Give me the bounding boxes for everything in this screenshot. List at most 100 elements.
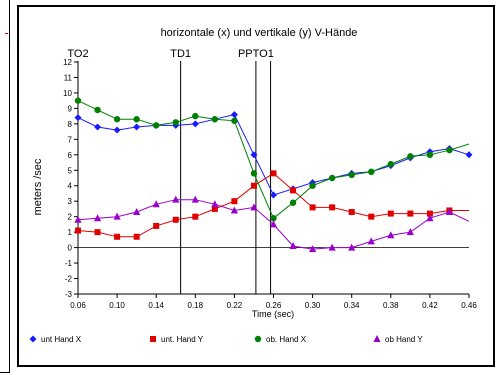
y-tick-label: 8 <box>68 120 73 129</box>
series-3-point <box>172 119 179 126</box>
series-2-point <box>407 210 414 217</box>
series-4-point <box>74 215 82 223</box>
series-3-point <box>113 116 121 123</box>
series-1-point <box>133 123 141 131</box>
y-tick-label: 12 <box>63 58 72 67</box>
y-tick-label: 10 <box>63 89 72 98</box>
series-2-point <box>172 216 179 223</box>
series-4-point <box>387 231 395 239</box>
series-1-point <box>191 120 199 128</box>
series-4-point <box>328 243 336 251</box>
series-2-point <box>387 210 394 217</box>
y-axis-label: meters /sec <box>32 158 44 215</box>
legend-marker-1 <box>29 335 37 343</box>
y-tick-label: 4 <box>68 182 73 191</box>
series-2-point <box>153 222 160 229</box>
series-3-point <box>192 112 199 120</box>
series-3-point <box>231 117 238 124</box>
x-tick-label: 0.10 <box>109 301 125 310</box>
series-2-point <box>348 209 355 216</box>
series-2-point <box>290 187 297 194</box>
x-tick-label: 0.34 <box>344 301 360 310</box>
series-4-point <box>406 228 414 236</box>
series-4-point <box>250 203 258 211</box>
series-2-point <box>114 233 121 240</box>
x-axis-label: Time (sec) <box>252 309 294 319</box>
series-2-point <box>250 182 257 189</box>
series-3-point <box>211 116 219 123</box>
series-3-point <box>328 174 336 182</box>
series-4-point <box>445 208 454 216</box>
x-tick-label: 0.30 <box>305 301 321 310</box>
y-tick-label: 7 <box>68 135 73 144</box>
legend-marker-4 <box>373 335 381 342</box>
y-tick-label: 3 <box>68 197 73 206</box>
x-tick-label: 0.06 <box>70 301 86 310</box>
y-tick-label: 0 <box>68 244 73 253</box>
series-2-point <box>211 205 218 212</box>
y-tick-label: -1 <box>65 259 73 268</box>
event-label: PPTO1 <box>238 48 274 60</box>
legend-marker-2 <box>150 336 156 342</box>
series-3-point <box>74 97 82 104</box>
chart-svg: horizontale (x) und vertikale (y) V-Händ… <box>29 27 477 344</box>
series-4-point <box>367 237 375 245</box>
series-3-point <box>289 199 297 206</box>
series-3-point <box>387 160 394 168</box>
series-2-point <box>75 227 81 234</box>
series-3-point <box>446 146 453 154</box>
series-3-point <box>407 153 414 160</box>
series-1-point <box>230 111 238 119</box>
series-3-point <box>250 170 258 177</box>
y-tick-label: 1 <box>68 228 73 237</box>
series-2-point <box>426 210 433 217</box>
series-3-point <box>94 106 101 114</box>
series-2-point <box>231 198 238 205</box>
series-2-point <box>192 213 199 220</box>
event-label: TD1 <box>170 48 191 60</box>
legend-label-2: unt. Hand Y <box>161 335 204 344</box>
series-3-point <box>309 182 316 189</box>
x-tick-label: 0.42 <box>422 301 438 310</box>
x-tick-label: 0.26 <box>266 301 282 310</box>
legend-label-3: ob. Hand X <box>266 335 307 344</box>
series-2-point <box>329 204 336 211</box>
series-1-point <box>74 114 82 122</box>
y-tick-label: 6 <box>68 151 73 160</box>
x-tick-label: 0.18 <box>188 301 204 310</box>
y-tick-label: -3 <box>65 290 73 299</box>
series-1-point <box>94 123 102 131</box>
series-1-point <box>270 191 277 199</box>
y-tick-label: -2 <box>65 275 73 284</box>
series-4-point <box>269 220 278 228</box>
series-4-point <box>426 214 434 222</box>
series-4-point <box>133 208 141 216</box>
y-tick-label: 9 <box>68 104 73 113</box>
series-2-point <box>368 213 375 220</box>
chart-frame: horizontale (x) und vertikale (y) V-Händ… <box>17 5 495 367</box>
series-2-point <box>133 233 140 240</box>
y-tick-label: 11 <box>64 73 73 82</box>
series-3-point <box>133 116 140 123</box>
series-3-point <box>426 151 434 158</box>
legend-label-4: ob Hand Y <box>385 335 423 344</box>
series-4-point <box>230 206 238 214</box>
series-4-point <box>289 242 297 250</box>
x-tick-label: 0.22 <box>227 301 243 310</box>
legend-label-1: unt Hand X <box>41 335 82 344</box>
series-3-point <box>348 171 355 179</box>
series-4-point <box>113 212 121 220</box>
left-panel-marker <box>5 33 8 34</box>
series-4-point <box>309 245 317 253</box>
series-3-point <box>368 168 375 176</box>
y-tick-label: 2 <box>68 213 73 222</box>
series-4-point <box>211 200 219 208</box>
chart-title: horizontale (x) und vertikale (y) V-Händ… <box>161 27 358 39</box>
series-3-point <box>270 215 277 222</box>
series-4-point <box>348 243 356 251</box>
series-1-point <box>250 151 258 159</box>
series-2-point <box>309 204 316 211</box>
legend-marker-3 <box>254 335 262 343</box>
series-1-point <box>465 151 473 159</box>
